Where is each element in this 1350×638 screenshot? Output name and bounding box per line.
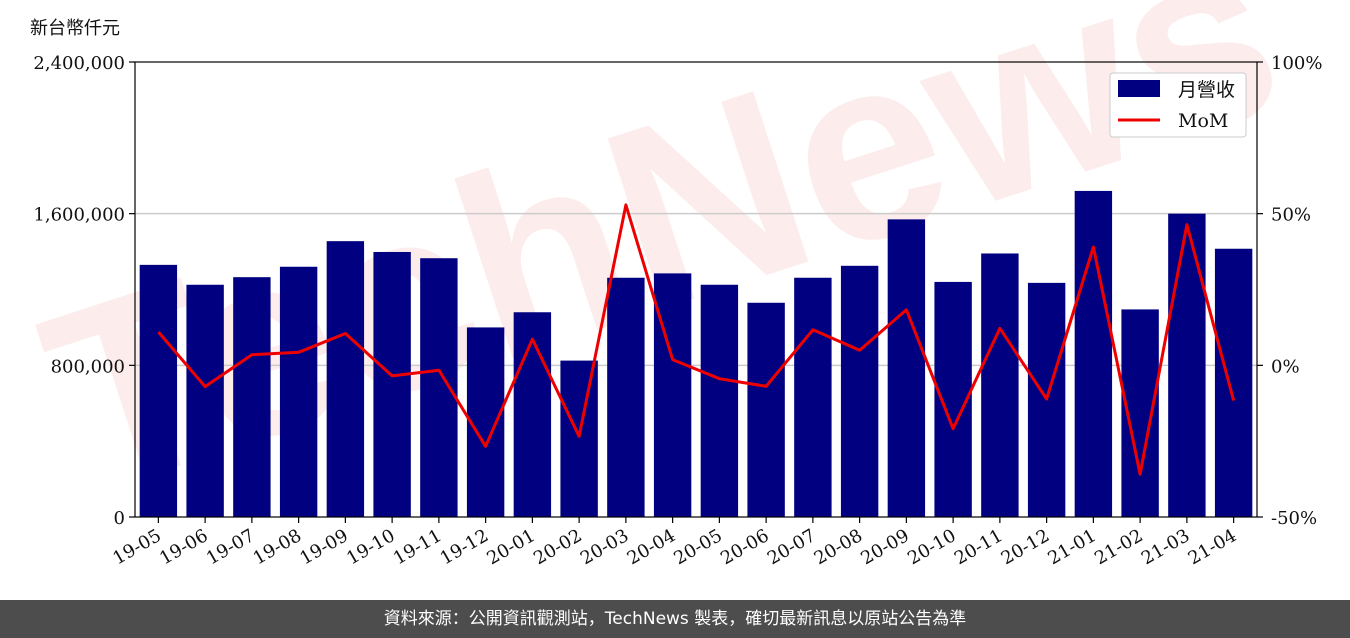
y-axis-unit-label: 新台幣仟元 <box>30 18 120 39</box>
x-tick-label: 20-05 <box>670 525 725 569</box>
bar-20-06 <box>747 302 785 517</box>
x-tick-label: 20-02 <box>530 525 585 569</box>
right-tick-label: 0% <box>1271 356 1300 377</box>
x-tick-label: 19-06 <box>156 525 211 569</box>
x-tick-label: 20-01 <box>483 525 538 569</box>
x-tick-label: 20-03 <box>577 525 632 569</box>
x-tick-label: 20-12 <box>998 525 1053 569</box>
x-tick-label: 19-08 <box>250 525 305 569</box>
bar-21-03 <box>1168 213 1206 517</box>
bar-21-04 <box>1214 248 1253 518</box>
bar-20-02 <box>560 360 598 517</box>
left-tick-label: 1,600,000 <box>33 205 125 226</box>
bar-19-11 <box>420 258 458 517</box>
bar-20-09 <box>887 219 926 517</box>
x-tick-label: 20-09 <box>857 525 912 569</box>
x-tick-label: 21-04 <box>1185 525 1240 569</box>
x-tick-label: 21-02 <box>1091 525 1146 569</box>
mom-line <box>157 203 1236 476</box>
plot-frame <box>134 61 1258 518</box>
legend-bar-swatch <box>1118 80 1160 97</box>
left-tick-label: 800,000 <box>51 356 125 377</box>
right-tick-label: 50% <box>1271 205 1311 226</box>
bar-19-06 <box>186 284 224 517</box>
bar-19-05 <box>139 264 178 517</box>
bar-19-12 <box>466 327 505 517</box>
bar-21-01 <box>1074 190 1113 517</box>
x-tick-label: 19-11 <box>390 525 445 569</box>
bar-19-09 <box>326 241 365 517</box>
bar-20-04 <box>653 273 692 517</box>
bar-20-01 <box>513 312 552 517</box>
bar-20-05 <box>700 284 739 517</box>
right-tick-label: -50% <box>1271 508 1317 529</box>
bar-20-03 <box>607 277 645 517</box>
grid-lines <box>135 212 1257 367</box>
left-tick-label: 0 <box>114 508 125 529</box>
x-tick-label: 20-11 <box>951 525 1006 569</box>
right-axis: -50% 0% 50% 100% <box>1257 53 1322 529</box>
left-tick-label: 2,400,000 <box>33 53 125 74</box>
left-axis: 0 800,000 1,600,000 2,400,000 <box>33 53 135 529</box>
x-tick-label: 21-01 <box>1044 525 1099 569</box>
line-series <box>157 203 1236 476</box>
x-tick-label: 20-06 <box>717 525 772 569</box>
x-tick-label: 20-07 <box>764 525 819 569</box>
bar-19-08 <box>279 266 318 517</box>
bar-20-07 <box>794 277 832 517</box>
legend: 月營收 MoM <box>1109 72 1247 138</box>
legend-label-mom: MoM <box>1178 110 1228 132</box>
x-tick-label: 21-03 <box>1138 525 1193 569</box>
source-footer: 資料來源：公開資訊觀測站，TechNews 製表，確切最新訊息以原站公告為準 <box>0 600 1350 638</box>
x-tick-label: 19-12 <box>437 525 492 569</box>
bar-20-08 <box>840 265 879 517</box>
x-tick-label: 20-10 <box>904 525 959 569</box>
bar-20-11 <box>981 253 1019 517</box>
x-tick-label: 19-10 <box>343 525 398 569</box>
legend-label-revenue: 月營收 <box>1178 79 1235 101</box>
x-tick-label: 19-07 <box>203 525 258 569</box>
x-tick-label: 20-04 <box>624 525 679 569</box>
x-tick-label: 19-09 <box>296 525 351 569</box>
bar-19-07 <box>233 277 271 517</box>
bar-19-10 <box>373 251 411 517</box>
right-tick-label: 100% <box>1271 53 1322 74</box>
x-tick-label: 20-08 <box>811 525 866 569</box>
x-axis: 19-0519-0619-0719-0819-0919-1019-1119-12… <box>109 517 1240 569</box>
